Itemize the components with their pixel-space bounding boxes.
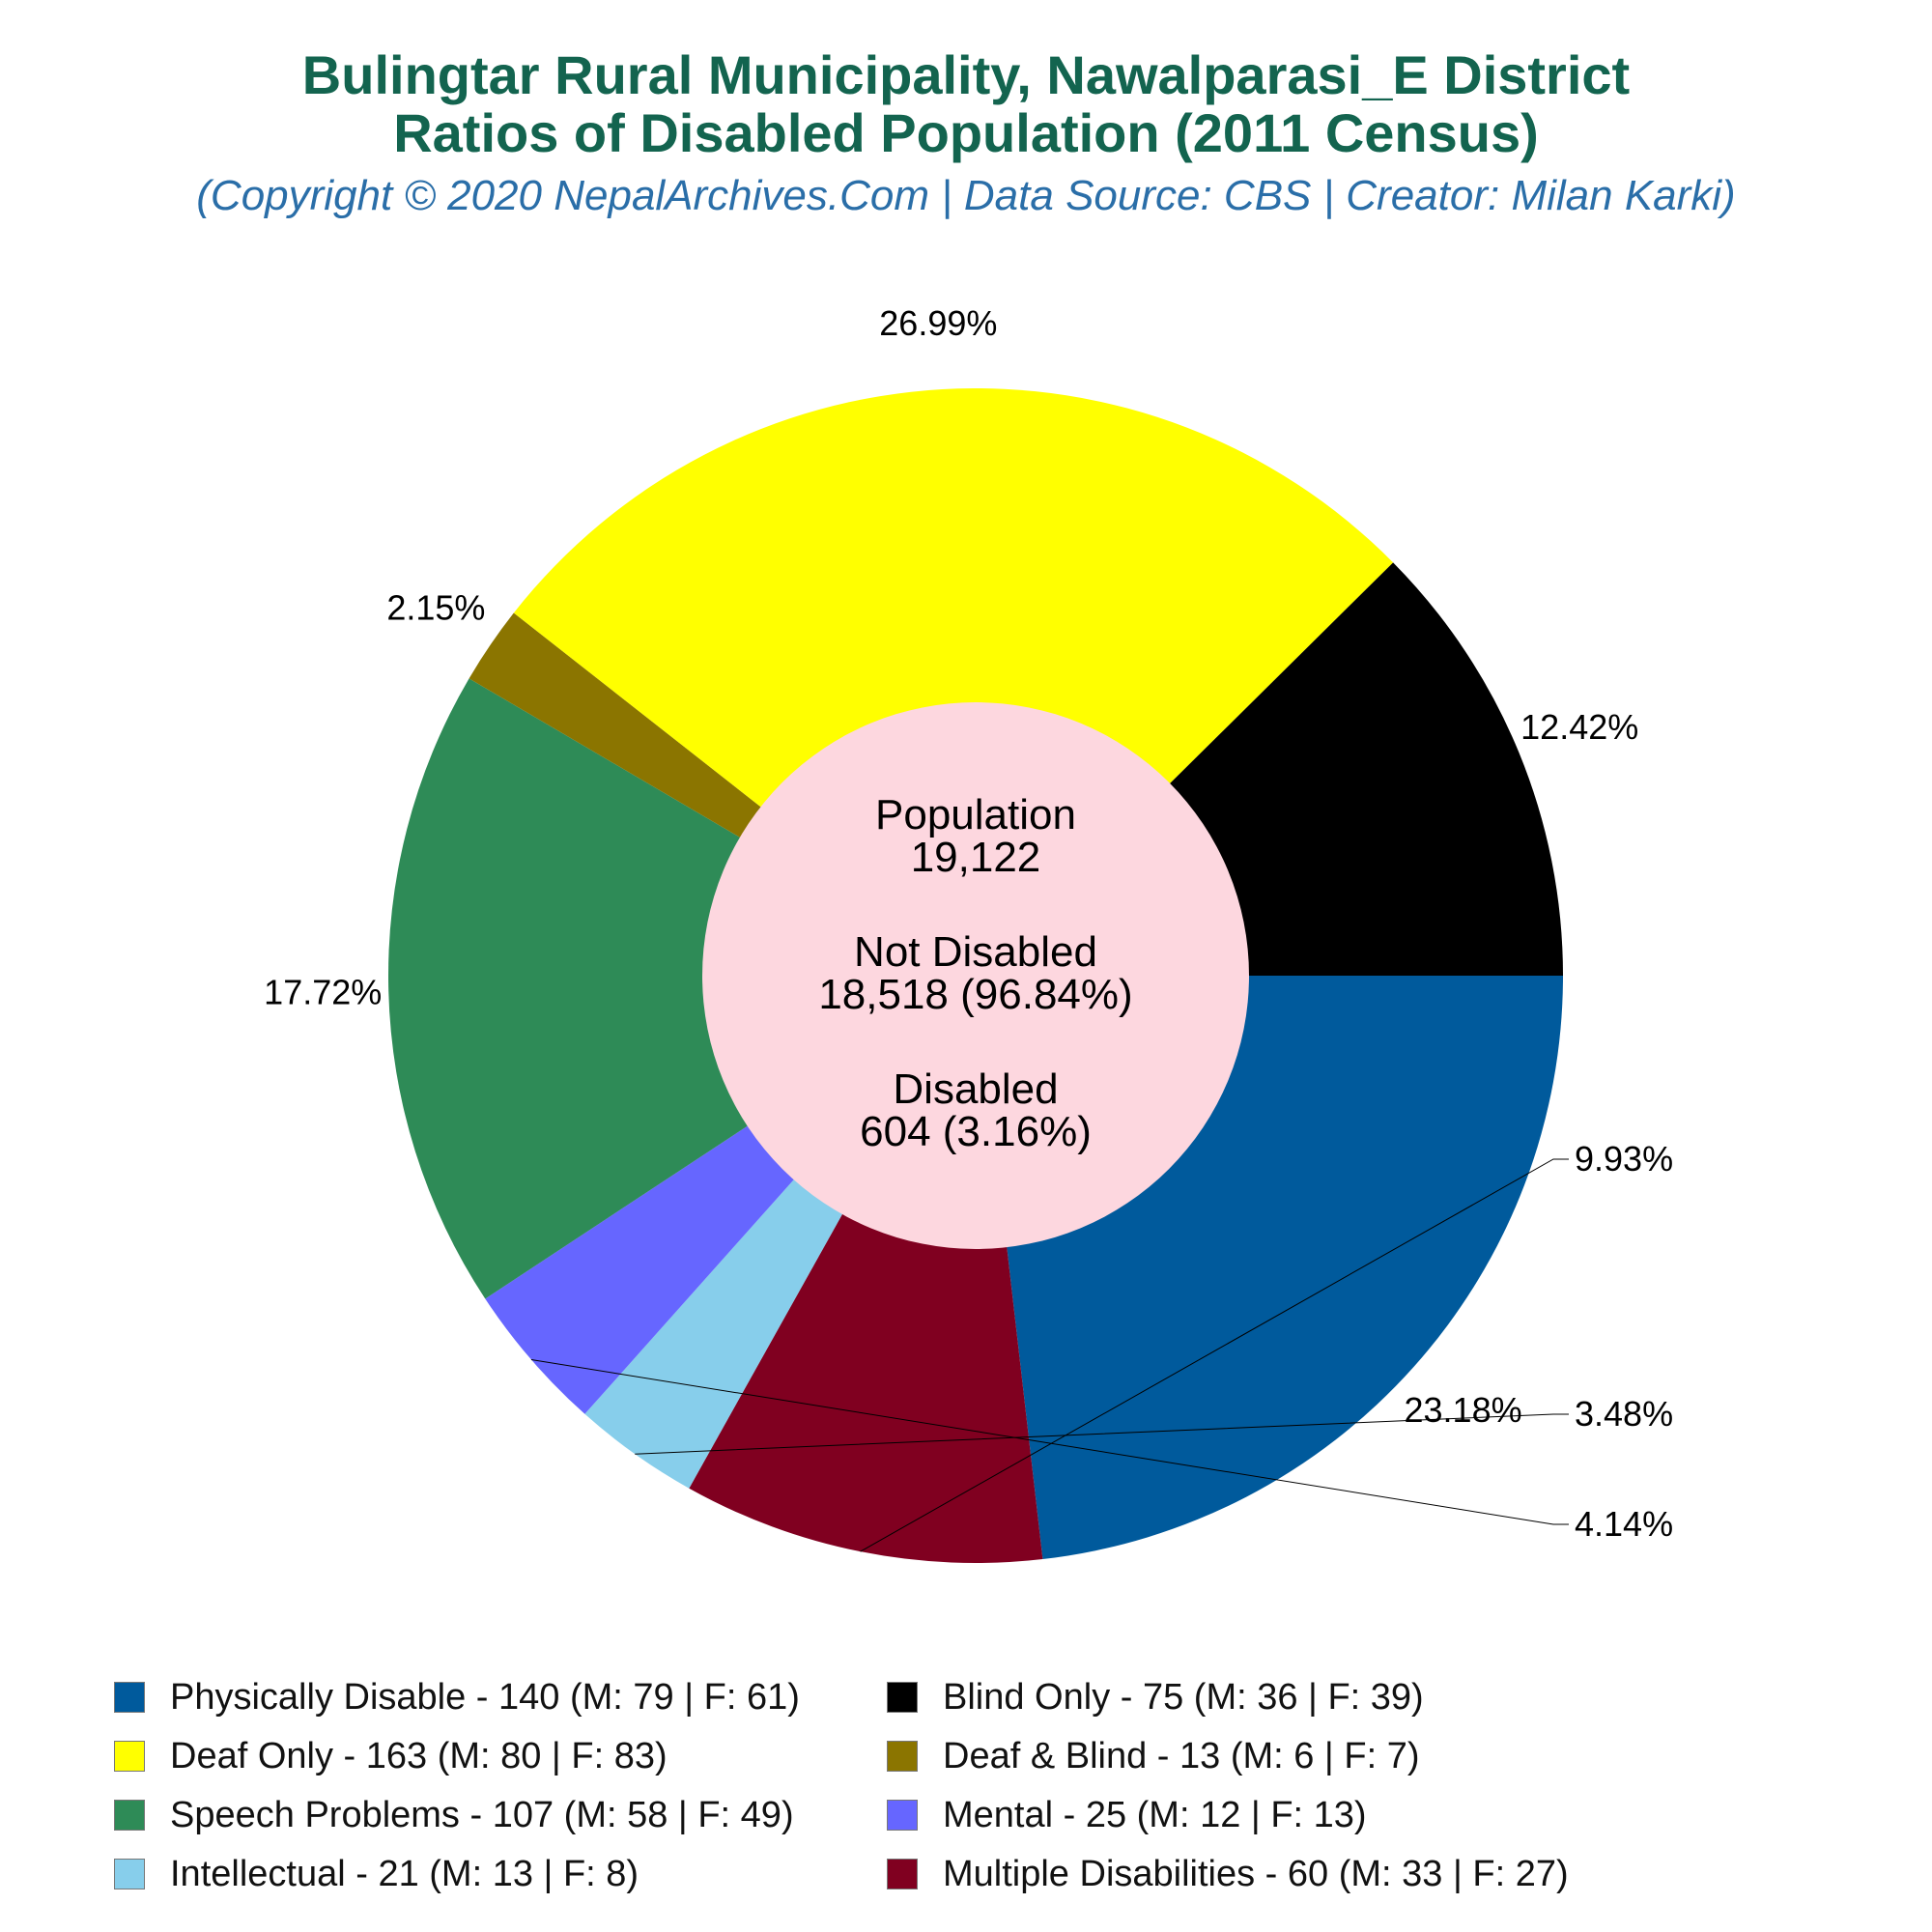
leader-line-multiple-disabilities — [860, 1158, 1569, 1552]
legend-label-deaf-and-blind: Deaf & Blind - 13 (M: 6 | F: 7) — [943, 1735, 1420, 1776]
chart-subtitle: (Copyright © 2020 NepalArchives.Com | Da… — [196, 172, 1736, 219]
percent-label-deaf-and-blind: 2.15% — [386, 587, 485, 627]
percent-label-speech-problems: 17.72% — [264, 973, 382, 1012]
leader-lines-group — [530, 1158, 1569, 1552]
percent-label-mental: 4.14% — [1575, 1504, 1673, 1544]
center-not-disabled-value: 18,518 (96.84%) — [818, 971, 1132, 1018]
legend-item-deaf-only: Deaf Only - 163 (M: 80 | F: 83) — [114, 1732, 668, 1780]
legend-swatch-multiple-disabilities — [887, 1859, 918, 1889]
chart-title-line2: Ratios of Disabled Population (2011 Cens… — [393, 102, 1539, 163]
legend-swatch-blind-only — [887, 1682, 918, 1713]
center-text-group: Population 19,122 Not Disabled 18,518 (9… — [818, 791, 1132, 1155]
legend-swatch-speech-problems — [114, 1800, 145, 1831]
slice-speech-problems — [388, 678, 976, 1299]
legend-swatch-deaf-and-blind — [887, 1741, 918, 1772]
leader-line-intellectual — [635, 1413, 1569, 1455]
legend-label-multiple-disabilities: Multiple Disabilities - 60 (M: 33 | F: 2… — [943, 1853, 1569, 1894]
legend-item-intellectual: Intellectual - 21 (M: 13 | F: 8) — [114, 1850, 639, 1898]
percent-label-deaf-only: 26.99% — [879, 303, 997, 343]
legend-item-physically-disable: Physically Disable - 140 (M: 79 | F: 61) — [114, 1673, 800, 1721]
legend-swatch-mental — [887, 1800, 918, 1831]
legend-label-speech-problems: Speech Problems - 107 (M: 58 | F: 49) — [170, 1794, 794, 1835]
legend-item-deaf-and-blind: Deaf & Blind - 13 (M: 6 | F: 7) — [887, 1732, 1419, 1780]
legend-swatch-intellectual — [114, 1859, 145, 1889]
legend-swatch-physically-disable — [114, 1682, 145, 1713]
legend-label-physically-disable: Physically Disable - 140 (M: 79 | F: 61) — [170, 1676, 800, 1718]
legend-item-multiple-disabilities: Multiple Disabilities - 60 (M: 33 | F: 2… — [887, 1850, 1569, 1898]
legend-label-intellectual: Intellectual - 21 (M: 13 | F: 8) — [170, 1853, 639, 1894]
legend-item-mental: Mental - 25 (M: 12 | F: 13) — [887, 1791, 1367, 1839]
center-population-value: 19,122 — [911, 834, 1041, 881]
legend-swatch-deaf-only — [114, 1741, 145, 1772]
center-disc — [702, 702, 1249, 1249]
chart-title-line1: Bulingtar Rural Municipality, Nawalparas… — [301, 44, 1631, 105]
legend-item-blind-only: Blind Only - 75 (M: 36 | F: 39) — [887, 1673, 1424, 1721]
percent-label-multiple-disabilities: 9.93% — [1575, 1139, 1673, 1179]
center-disabled-label: Disabled — [893, 1065, 1058, 1113]
legend-label-blind-only: Blind Only - 75 (M: 36 | F: 39) — [943, 1676, 1424, 1718]
legend-label-deaf-only: Deaf Only - 163 (M: 80 | F: 83) — [170, 1735, 668, 1776]
legend-label-mental: Mental - 25 (M: 12 | F: 13) — [943, 1794, 1367, 1835]
leader-line-mental — [530, 1359, 1569, 1525]
percent-labels-group: 23.18% 9.93% 3.48% 4.14% 17.72% 2.15% 26.99% 12… — [264, 303, 1673, 1544]
percent-label-physically-disable: 23.18% — [1405, 1390, 1522, 1430]
center-not-disabled-label: Not Disabled — [854, 928, 1097, 976]
center-population-label: Population — [875, 791, 1076, 838]
center-disabled-value: 604 (3.16%) — [860, 1108, 1092, 1155]
percent-label-intellectual: 3.48% — [1575, 1394, 1673, 1434]
legend-item-speech-problems: Speech Problems - 107 (M: 58 | F: 49) — [114, 1791, 794, 1839]
percent-label-blind-only: 12.42% — [1520, 707, 1638, 747]
slice-deaf-only — [513, 388, 1394, 976]
donut-chart: 23.18% 9.93% 3.48% 4.14% 17.72% 2.15% 26.99% 12… — [264, 303, 1673, 1563]
